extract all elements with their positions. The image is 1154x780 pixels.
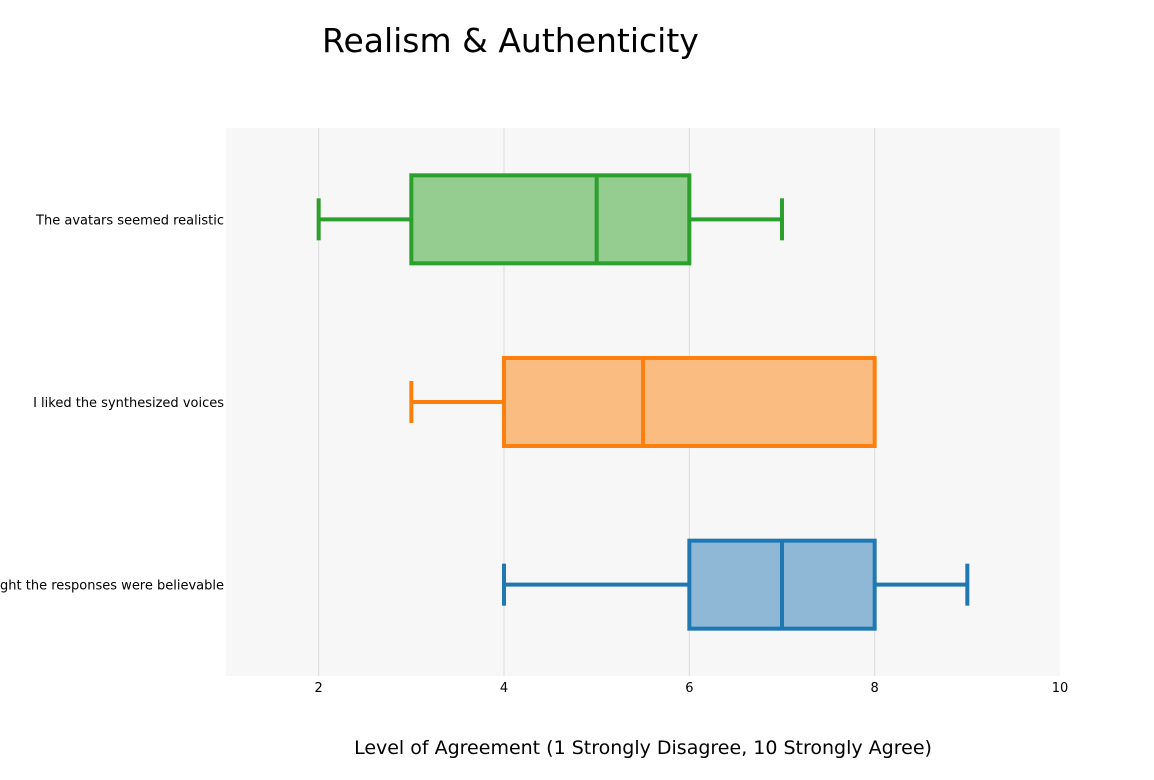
box-iqr xyxy=(502,356,877,448)
x-tick-label: 6 xyxy=(685,681,693,696)
x-tick-label: 2 xyxy=(315,681,323,696)
chart-title: Realism & Authenticity xyxy=(322,21,699,60)
category-label: I liked the synthesized voices xyxy=(33,396,224,411)
category-label: The avatars seemed realistic xyxy=(35,213,224,228)
x-tick-label: 10 xyxy=(1052,681,1069,696)
x-tick-label: 4 xyxy=(500,681,508,696)
box-plot xyxy=(502,538,970,631)
box-plot xyxy=(316,173,784,266)
x-axis-title: Level of Agreement (1 Strongly Disagree,… xyxy=(354,737,932,759)
x-axis-ticks: 2 4 6 8 10 xyxy=(315,681,1069,696)
category-label: I thought the responses were believable xyxy=(0,579,224,594)
box-iqr xyxy=(409,173,692,266)
box-plots xyxy=(316,173,970,631)
y-axis-categories: The avatars seemed realistic I liked the … xyxy=(0,213,224,593)
box-plot xyxy=(409,356,877,448)
x-tick-label: 8 xyxy=(871,681,879,696)
